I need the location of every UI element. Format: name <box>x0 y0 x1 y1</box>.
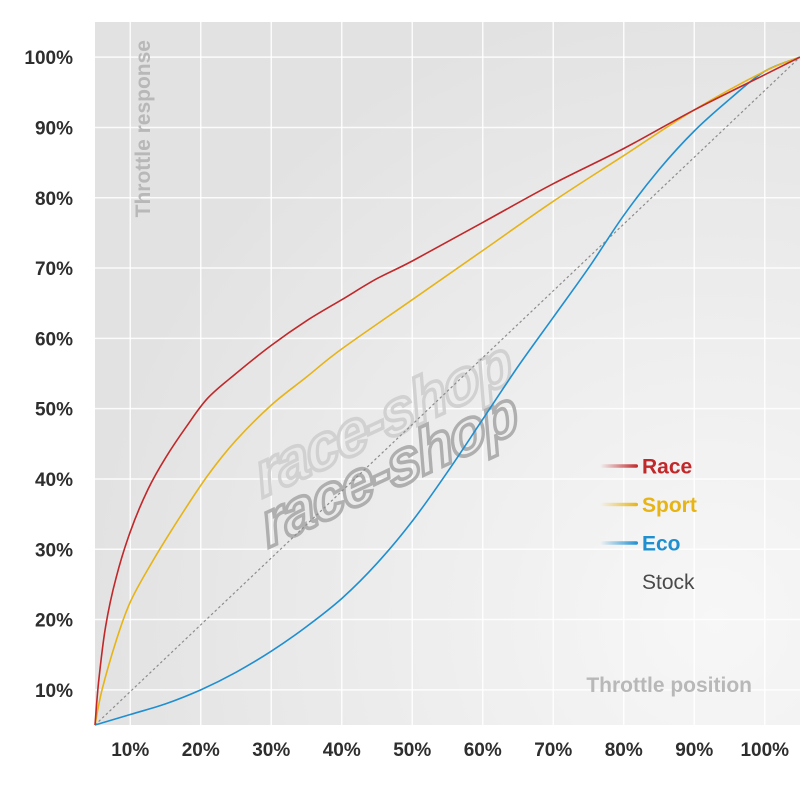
x-tick-label: 90% <box>675 740 713 761</box>
y-axis-title: Throttle response <box>132 40 155 217</box>
legend: Race Sport Eco Stock <box>600 456 697 594</box>
y-tick-label: 80% <box>35 189 73 210</box>
y-axis-ticks: 10% 20% 30% 40% 50% 60% 70% 80% 90% 100% <box>24 48 73 702</box>
x-tick-label: 30% <box>252 740 290 761</box>
y-tick-label: 40% <box>35 470 73 491</box>
y-tick-label: 20% <box>35 611 73 632</box>
grid <box>95 22 800 725</box>
series-line-stock <box>94 56 800 726</box>
x-tick-label: 40% <box>323 740 361 761</box>
y-tick-label: 30% <box>35 540 73 561</box>
series-line-race <box>94 56 800 726</box>
x-axis-title: Throttle position <box>586 674 752 697</box>
x-tick-label: 70% <box>534 740 572 761</box>
legend-label-eco: Eco <box>642 533 681 556</box>
legend-swatch-eco <box>600 541 638 545</box>
series-line-sport <box>94 56 800 726</box>
legend-label-stock: Stock <box>642 571 695 594</box>
series-line-eco <box>94 56 800 726</box>
x-tick-label: 60% <box>464 740 502 761</box>
x-tick-label: 50% <box>393 740 431 761</box>
series-layer <box>94 56 800 726</box>
x-tick-label: 100% <box>740 740 789 761</box>
x-tick-label: 80% <box>605 740 643 761</box>
y-tick-label: 10% <box>35 681 73 702</box>
legend-label-sport: Sport <box>642 494 697 517</box>
y-tick-label: 100% <box>24 48 73 69</box>
y-tick-label: 90% <box>35 118 73 139</box>
x-axis-ticks: 10% 20% 30% 40% 50% 60% 70% 80% 90% 100% <box>111 740 789 761</box>
x-tick-label: 20% <box>182 740 220 761</box>
legend-swatch-race <box>600 464 638 468</box>
plot-background <box>95 22 800 725</box>
legend-label-race: Race <box>642 456 692 479</box>
y-tick-label: 50% <box>35 400 73 421</box>
y-tick-label: 70% <box>35 259 73 280</box>
legend-swatch-sport <box>600 502 638 507</box>
x-tick-label: 10% <box>111 740 149 761</box>
y-tick-label: 60% <box>35 329 73 350</box>
